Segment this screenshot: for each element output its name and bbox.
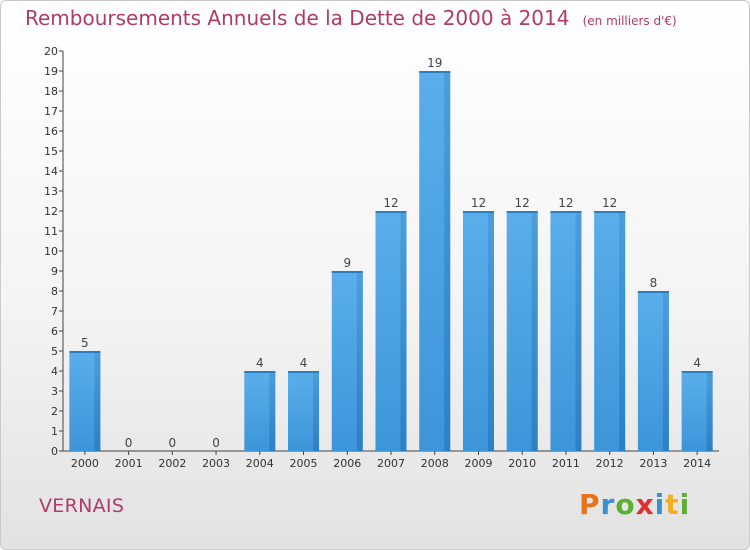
bar-shade	[531, 211, 538, 451]
y-tick-label: 10	[44, 245, 58, 258]
title-line: Remboursements Annuels de la Dette de 20…	[25, 6, 677, 30]
y-tick-label: 2	[51, 405, 58, 418]
y-tick-label: 12	[44, 205, 58, 218]
proxiti-logo: Proxiti	[579, 488, 690, 521]
x-tick-label: 2014	[683, 457, 711, 470]
bar-cap	[69, 351, 101, 353]
bar-value-label: 12	[602, 196, 617, 210]
y-tick-label: 19	[44, 65, 58, 78]
logo-letter: i	[654, 488, 666, 521]
commune-name: VERNAIS	[39, 495, 125, 517]
bar-value-label: 12	[558, 196, 573, 210]
bar-shade	[94, 351, 101, 451]
x-tick-label: 2010	[508, 457, 536, 470]
chart-title: Remboursements Annuels de la Dette de 20…	[25, 6, 570, 30]
x-tick-label: 2009	[464, 457, 492, 470]
bar-cap	[681, 371, 713, 373]
logo-letter: r	[600, 488, 616, 521]
bar-shade	[487, 211, 494, 451]
bar-value-label: 4	[693, 356, 701, 370]
x-tick-label: 2013	[639, 457, 667, 470]
bar-cap	[462, 211, 494, 213]
logo-letter: t	[665, 488, 680, 521]
x-tick-label: 2007	[377, 457, 405, 470]
bar-cap	[375, 211, 407, 213]
y-tick-label: 18	[44, 85, 58, 98]
bar-shade	[706, 371, 713, 451]
bar-value-label: 4	[256, 356, 264, 370]
bar-value-label: 12	[383, 196, 398, 210]
bar-cap	[244, 371, 276, 373]
logo-letter: i	[679, 488, 691, 521]
y-tick-label: 5	[51, 345, 58, 358]
x-tick-label: 2003	[202, 457, 230, 470]
logo-letter: P	[579, 488, 601, 521]
bar-value-label: 0	[169, 436, 177, 450]
y-tick-label: 11	[44, 225, 58, 238]
x-tick-label: 2012	[596, 457, 624, 470]
bar-value-label: 12	[515, 196, 530, 210]
bar-cap	[550, 211, 582, 213]
bar-shade	[356, 271, 363, 451]
bar-shade	[662, 291, 669, 451]
bar-cap	[637, 291, 669, 293]
x-tick-label: 2005	[290, 457, 318, 470]
y-tick-label: 8	[51, 285, 58, 298]
bar-shade	[313, 371, 320, 451]
y-tick-label: 0	[51, 445, 58, 458]
x-tick-label: 2002	[158, 457, 186, 470]
y-tick-label: 15	[44, 145, 58, 158]
logo-letter: x	[635, 488, 655, 521]
x-tick-label: 2006	[333, 457, 361, 470]
bar-cap	[331, 271, 363, 273]
chart-unit-label: (en milliers d'€)	[582, 14, 677, 28]
x-tick-label: 2008	[421, 457, 449, 470]
y-tick-label: 17	[44, 105, 58, 118]
y-tick-label: 20	[44, 45, 58, 58]
x-tick-label: 2001	[115, 457, 143, 470]
y-tick-label: 14	[44, 165, 58, 178]
bar-cap	[288, 371, 320, 373]
logo-letter: o	[615, 488, 636, 521]
y-tick-label: 3	[51, 385, 58, 398]
y-tick-label: 7	[51, 305, 58, 318]
y-tick-label: 1	[51, 425, 58, 438]
bar-cap	[594, 211, 626, 213]
bar-value-label: 8	[650, 276, 658, 290]
bar-value-label: 5	[81, 336, 89, 350]
y-tick-label: 13	[44, 185, 58, 198]
y-tick-label: 9	[51, 265, 58, 278]
bar-value-label: 0	[125, 436, 133, 450]
x-tick-label: 2011	[552, 457, 580, 470]
bar-cap	[419, 71, 451, 73]
bar-value-label: 12	[471, 196, 486, 210]
bar-shade	[575, 211, 582, 451]
bar-value-label: 4	[300, 356, 308, 370]
x-tick-label: 2000	[71, 457, 99, 470]
bar-shade	[400, 211, 407, 451]
bar-shade	[619, 211, 626, 451]
x-tick-label: 2004	[246, 457, 274, 470]
bar-cap	[506, 211, 538, 213]
bar-value-label: 0	[212, 436, 220, 450]
y-tick-label: 16	[44, 125, 58, 138]
bar-value-label: 9	[343, 256, 351, 270]
y-tick-label: 6	[51, 325, 58, 338]
bar-value-label: 19	[427, 56, 442, 70]
bar-shade	[269, 371, 276, 451]
y-tick-label: 4	[51, 365, 58, 378]
bar-shade	[444, 71, 451, 451]
